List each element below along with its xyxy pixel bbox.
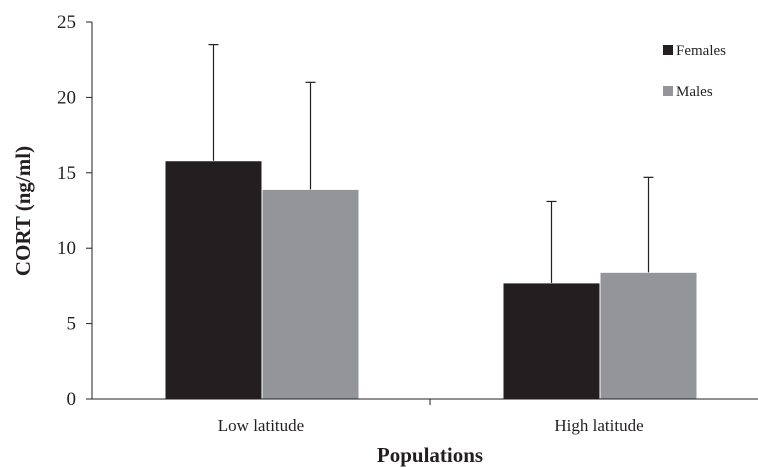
y-tick-label: 20 [57, 87, 76, 108]
plot-area [164, 160, 698, 400]
y-tick-label: 5 [67, 314, 77, 335]
bar [164, 160, 263, 400]
legend-swatch [663, 45, 673, 55]
legend-swatch [663, 86, 673, 96]
x-axis: Low latitude High latitude [218, 399, 644, 435]
legend-label: Females [676, 43, 726, 59]
x-tick-label: Low latitude [218, 416, 304, 435]
legend-label: Males [676, 84, 713, 100]
y-tick-label: 25 [57, 12, 76, 33]
y-axis-title: CORT (ng/ml) [11, 146, 35, 276]
x-tick-label: High latitude [554, 416, 643, 435]
error-bars [208, 44, 654, 283]
legend: Females Males [663, 43, 726, 100]
y-tick-label: 15 [57, 163, 76, 184]
bar [599, 271, 698, 400]
bar [261, 188, 360, 400]
y-axis: 0 5 10 15 20 25 [57, 12, 92, 410]
y-tick-label: 0 [67, 389, 77, 410]
y-tick-label: 10 [57, 238, 76, 259]
bar [502, 282, 601, 400]
x-axis-title: Populations [377, 443, 483, 467]
